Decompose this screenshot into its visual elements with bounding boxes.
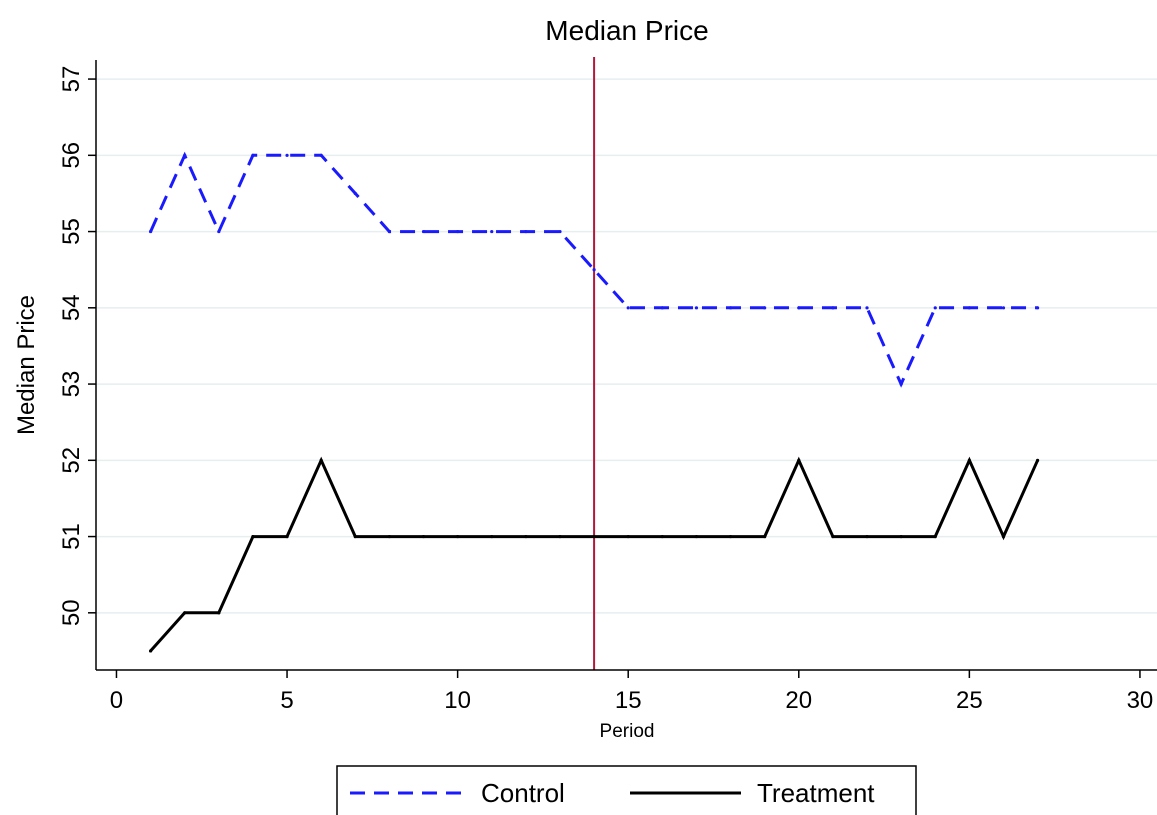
data-point <box>933 306 937 310</box>
legend-label-treatment: Treatment <box>757 778 875 808</box>
y-tick-label: 56 <box>58 142 85 169</box>
data-point <box>592 268 596 272</box>
data-point <box>217 229 221 234</box>
data-point <box>763 534 767 539</box>
x-axis-label: Period <box>600 721 655 742</box>
y-tick-label: 55 <box>58 218 85 245</box>
data-point <box>899 534 903 539</box>
data-point <box>626 306 630 310</box>
data-point <box>797 306 801 310</box>
data-point <box>558 229 562 234</box>
data-point <box>1035 458 1040 462</box>
data-point <box>319 458 323 462</box>
data-point <box>490 534 494 539</box>
x-tick-label: 15 <box>615 687 642 714</box>
x-tick-label: 25 <box>956 687 983 714</box>
data-point <box>490 229 494 234</box>
data-point <box>148 649 153 653</box>
series-lines <box>148 151 1040 653</box>
data-point <box>387 229 391 234</box>
y-tick-label: 57 <box>58 66 85 93</box>
data-point <box>1001 306 1006 310</box>
data-point <box>353 191 357 196</box>
grid-lines <box>96 78 1157 614</box>
data-point <box>524 229 528 234</box>
data-point <box>251 534 255 539</box>
data-point <box>285 534 289 539</box>
data-point <box>967 458 971 462</box>
data-point <box>183 153 187 157</box>
data-point <box>592 534 596 539</box>
x-tick-label: 10 <box>444 687 471 714</box>
data-point <box>558 534 562 539</box>
x-tick-label: 5 <box>280 687 293 714</box>
data-point <box>933 534 937 539</box>
axes <box>95 60 1157 671</box>
data-point <box>865 534 869 539</box>
chart-title: Median Price <box>545 15 708 46</box>
y-tick-label: 52 <box>58 447 85 474</box>
data-point <box>728 534 733 539</box>
data-point <box>251 153 255 157</box>
x-tick-label: 0 <box>110 687 123 714</box>
legend: Control Treatment <box>336 765 917 815</box>
data-point <box>899 382 903 386</box>
y-axis-label: Median Price <box>13 295 40 435</box>
data-point <box>831 306 835 310</box>
data-point <box>728 306 733 310</box>
data-point <box>217 611 221 615</box>
data-point <box>694 534 699 539</box>
data-point <box>456 229 460 234</box>
y-tick-label: 53 <box>58 371 85 398</box>
legend-box <box>336 765 917 815</box>
data-point <box>524 534 528 539</box>
data-point <box>421 229 426 234</box>
data-point <box>1001 534 1006 539</box>
data-point <box>183 611 187 615</box>
y-tick-label: 54 <box>58 294 85 321</box>
data-point <box>660 306 664 310</box>
data-point <box>1035 306 1040 310</box>
data-point <box>421 534 426 539</box>
series-line-control <box>149 151 1038 388</box>
data-point <box>967 306 971 310</box>
data-point <box>353 534 357 539</box>
data-point <box>763 306 767 310</box>
data-point <box>797 458 801 462</box>
x-tick-label: 20 <box>785 687 812 714</box>
data-point <box>831 534 835 539</box>
x-ticks: 0 5 10 15 20 25 30 <box>110 670 1154 714</box>
data-point <box>387 534 391 539</box>
x-tick-label: 30 <box>1127 687 1154 714</box>
data-point <box>285 153 289 157</box>
data-point <box>319 153 323 157</box>
data-point <box>660 534 664 539</box>
y-tick-label: 50 <box>58 599 85 626</box>
data-point <box>456 534 460 539</box>
data-point <box>694 306 699 310</box>
y-ticks: 50 51 52 53 54 55 56 57 <box>58 66 96 626</box>
y-tick-label: 51 <box>58 523 85 550</box>
data-point <box>626 534 630 539</box>
data-point <box>865 306 869 310</box>
legend-label-control: Control <box>481 778 565 808</box>
data-point <box>148 229 153 234</box>
